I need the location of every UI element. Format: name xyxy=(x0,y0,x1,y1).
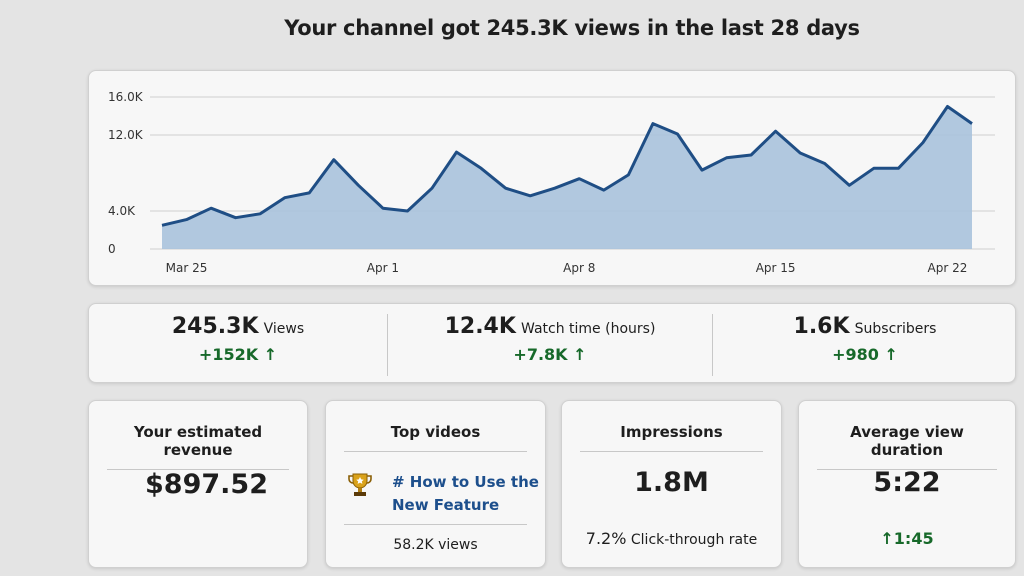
stat-subs: 1.6K Subscribers +980 ↑ xyxy=(713,314,1017,364)
stat-value: 1.6K xyxy=(793,314,850,339)
ctr: 7.2% Click-through rate xyxy=(562,529,781,548)
duration-card: Average view duration 5:22 ↑1:45 xyxy=(798,400,1016,568)
stat-label: Subscribers xyxy=(854,321,937,337)
delta-text: +152K xyxy=(198,345,259,364)
divider xyxy=(712,314,713,376)
x-tick-label: Apr 15 xyxy=(756,261,796,275)
stat-delta: +7.8K ↑ xyxy=(388,345,712,364)
revenue-card: Your estimated revenue $897.52 xyxy=(88,400,308,568)
x-tick-label: Apr 8 xyxy=(563,261,595,275)
up-arrow: ↑ xyxy=(884,345,898,364)
chart: 0 4.0K 12.0K 16.0K Mar 25 Apr 1 Apr 8 Apr 15 Apr… xyxy=(108,90,995,275)
stat-delta: +980 ↑ xyxy=(713,345,1017,364)
duration-value: 5:22 xyxy=(873,467,941,498)
card-title: Impressions xyxy=(580,423,763,452)
delta-text: 1:45 xyxy=(893,529,934,548)
ctr-value: 7.2% xyxy=(585,529,627,548)
card-title: Top videos xyxy=(344,423,527,452)
x-tick-label: Mar 25 xyxy=(166,261,208,275)
x-tick-label: Apr 22 xyxy=(928,261,968,275)
y-tick-label: 16.0K xyxy=(108,90,144,104)
stats-card: 245.3K Views +152K ↑ 12.4K Watch time (h… xyxy=(88,303,1016,383)
y-tick-label: 12.0K xyxy=(108,128,144,142)
y-tick-label: 0 xyxy=(108,242,116,256)
delta-text: +980 xyxy=(832,345,879,364)
x-tick-label: Apr 1 xyxy=(367,261,399,275)
stat-views: 245.3K Views +152K ↑ xyxy=(89,314,387,364)
stat-label: Views xyxy=(263,321,305,337)
trophy-icon xyxy=(348,473,372,496)
stat-watch: 12.4K Watch time (hours) +7.8K ↑ xyxy=(388,314,712,364)
separator xyxy=(344,524,527,525)
stat-label: Watch time (hours) xyxy=(521,321,656,337)
y-tick-label: 4.0K xyxy=(108,204,136,218)
impressions-value: 1.8M xyxy=(634,467,709,498)
up-arrow: ↑ xyxy=(880,529,894,548)
video-title[interactable]: # How to Use the New Feature xyxy=(392,473,539,514)
revenue-value: $897.52 xyxy=(145,469,268,500)
stat-delta: +152K ↑ xyxy=(89,345,387,364)
impressions-card: Impressions 1.8M 7.2% Click-through rate xyxy=(561,400,782,568)
stat-value: 12.4K xyxy=(444,314,516,339)
divider xyxy=(387,314,388,376)
card-title: Your estimated revenue xyxy=(107,423,289,470)
delta-text: +7.8K xyxy=(513,345,568,364)
ctr-label: Click-through rate xyxy=(630,532,758,548)
area-fill xyxy=(162,106,972,249)
card-title: Average view duration xyxy=(817,423,997,470)
line xyxy=(161,105,973,227)
duration-delta: ↑1:45 xyxy=(799,529,1015,548)
video-views: 58.2K views xyxy=(393,537,478,553)
stat-value: 245.3K xyxy=(171,314,259,339)
up-arrow: ↑ xyxy=(573,345,587,364)
up-arrow: ↑ xyxy=(263,345,278,364)
page-title: Your channel got 245.3K views in the las… xyxy=(284,16,860,40)
top-videos-card: Top videos # How to Use the New Feature … xyxy=(325,400,546,568)
